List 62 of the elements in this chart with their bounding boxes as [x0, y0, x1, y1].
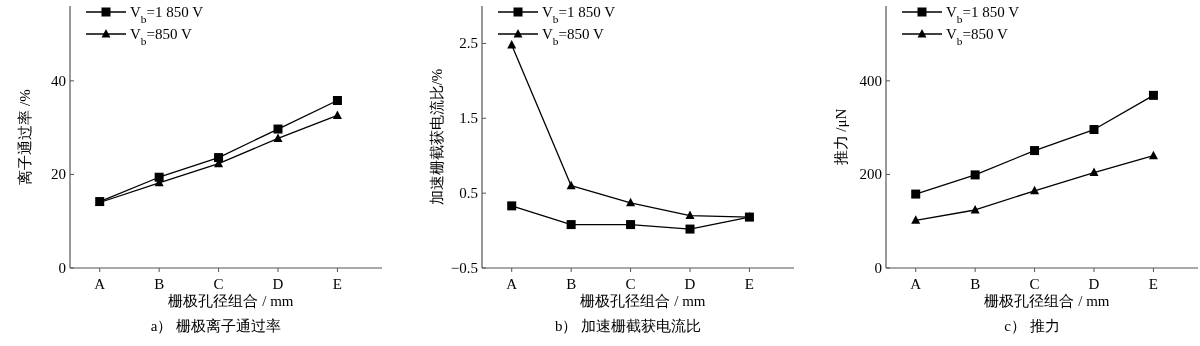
x-tick-label: A [910, 276, 922, 292]
point [970, 170, 980, 180]
x-axis-title: 栅极孔径组合 / mm [984, 293, 1110, 309]
point [566, 180, 576, 190]
point [685, 224, 695, 234]
point [1030, 185, 1040, 195]
text: c） 推力 [1004, 318, 1060, 334]
legend-label: V$_{b}$=850 V [130, 26, 192, 47]
legend-label: V$_{b}$=850 V [542, 26, 604, 47]
legend-label: V$_{b}$=1 850 V [542, 4, 616, 25]
point [507, 39, 517, 49]
x-tick-label: D [684, 276, 696, 292]
y-tick-label: 0 [874, 260, 882, 276]
point [1148, 90, 1158, 100]
point [1030, 146, 1040, 156]
x-tick-label: B [566, 276, 577, 292]
point [1089, 125, 1099, 135]
point [332, 96, 342, 106]
y-tick-label: 1.5 [459, 110, 478, 127]
y-axis-title: 推力 /μN [833, 108, 849, 166]
point [911, 215, 921, 224]
x-tick-label: C [213, 276, 224, 292]
legend-label: V$_{b}$=850 V [946, 26, 1008, 47]
y-axis-title: 加速栅截获电流比/% [429, 68, 445, 206]
point [273, 133, 283, 142]
y-tick-label: 200 [859, 166, 882, 183]
x-tick-label: A [94, 276, 106, 292]
x-tick-label: B [970, 276, 981, 292]
x-tick-label: C [1029, 276, 1040, 292]
x-tick-label: E [1148, 276, 1159, 292]
x-tick-label: D [1088, 276, 1100, 292]
point [507, 201, 517, 211]
x-tick-label: E [332, 276, 343, 292]
x-axis-title: 栅极孔径组合 / mm [168, 293, 294, 309]
legend-label: V$_{b}$=1 850 V [130, 4, 204, 25]
x-tick-label: B [154, 276, 165, 292]
point [1089, 167, 1099, 177]
y-tick-label: 400 [859, 72, 882, 89]
y-tick-label: −0.5 [450, 260, 478, 276]
x-axis-title: 栅极孔径组合 / mm [580, 293, 706, 309]
y-tick-label: 20 [51, 166, 66, 183]
text: a） 栅极离子通过率 [150, 318, 282, 334]
point [332, 110, 342, 119]
point [566, 220, 576, 230]
y-tick-label: 40 [51, 72, 66, 89]
x-tick-label: E [744, 276, 755, 292]
point [214, 153, 224, 163]
point [685, 210, 695, 220]
point [273, 124, 283, 134]
text: b） 加速栅截获电流比 [554, 318, 702, 334]
legend-label: V$_{b}$=1 850 V [946, 4, 1020, 25]
y-axis-title: 离子通过率 /% [17, 89, 33, 185]
point [154, 172, 164, 182]
point [911, 189, 921, 199]
x-tick-label: D [272, 276, 284, 292]
x-tick-label: A [506, 276, 518, 292]
y-tick-label: 2.5 [459, 35, 478, 52]
point [1148, 150, 1158, 160]
y-tick-label: 0 [58, 260, 66, 276]
y-tick-label: 0.5 [459, 185, 478, 202]
point [626, 220, 636, 230]
x-tick-label: C [625, 276, 636, 292]
